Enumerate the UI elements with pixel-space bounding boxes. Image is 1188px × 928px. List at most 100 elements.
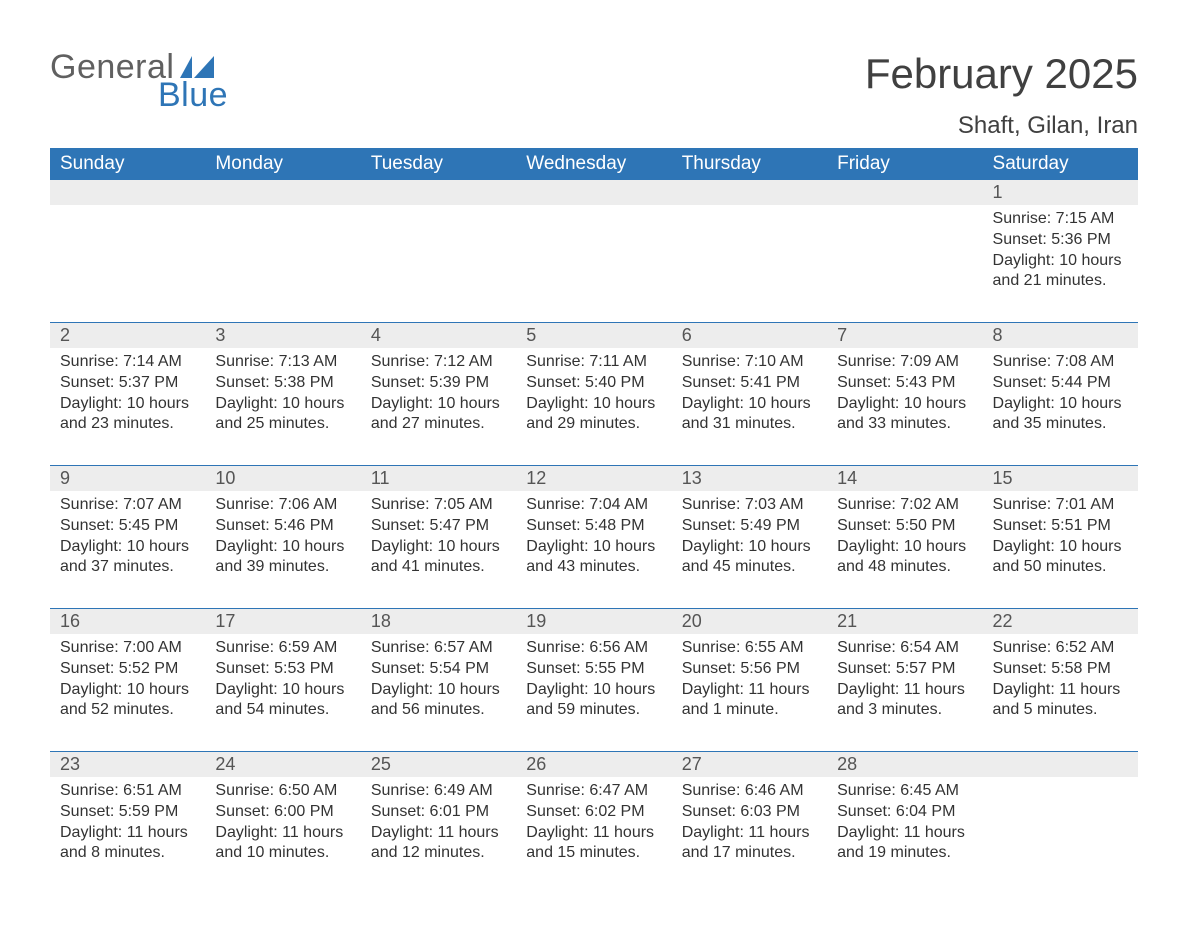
calendar-cell: 28Sunrise: 6:45 AMSunset: 6:04 PMDayligh… bbox=[827, 752, 982, 888]
calendar-cell: 14Sunrise: 7:02 AMSunset: 5:50 PMDayligh… bbox=[827, 466, 982, 602]
day-details: Sunrise: 6:54 AMSunset: 5:57 PMDaylight:… bbox=[827, 634, 982, 725]
calendar-cell: 20Sunrise: 6:55 AMSunset: 5:56 PMDayligh… bbox=[672, 609, 827, 745]
day-number: 1 bbox=[983, 180, 1138, 205]
week-separator bbox=[50, 745, 1138, 752]
day-details: Sunrise: 7:12 AMSunset: 5:39 PMDaylight:… bbox=[361, 348, 516, 439]
sunrise-text: Sunrise: 6:56 AM bbox=[526, 638, 661, 659]
sunrise-text: Sunrise: 6:45 AM bbox=[837, 781, 972, 802]
daylight-text: Daylight: 10 hours and 43 minutes. bbox=[526, 537, 661, 579]
sunrise-text: Sunrise: 7:09 AM bbox=[837, 352, 972, 373]
calendar-cell bbox=[672, 180, 827, 316]
sunrise-text: Sunrise: 6:51 AM bbox=[60, 781, 195, 802]
day-details: Sunrise: 7:09 AMSunset: 5:43 PMDaylight:… bbox=[827, 348, 982, 439]
day-number: 28 bbox=[827, 752, 982, 777]
sunset-text: Sunset: 5:58 PM bbox=[993, 659, 1128, 680]
day-number: 6 bbox=[672, 323, 827, 348]
calendar-cell: 22 Sunrise: 6:52 AMSunset: 5:58 PMDayligh… bbox=[983, 609, 1138, 745]
calendar-cell: 21Sunrise: 6:54 AMSunset: 5:57 PMDayligh… bbox=[827, 609, 982, 745]
sunset-text: Sunset: 5:53 PM bbox=[215, 659, 350, 680]
sunset-text: Sunset: 5:45 PM bbox=[60, 516, 195, 537]
daylight-text: Daylight: 10 hours and 59 minutes. bbox=[526, 680, 661, 722]
sunrise-text: Sunrise: 6:50 AM bbox=[215, 781, 350, 802]
calendar-cell bbox=[50, 180, 205, 316]
daylight-text: Daylight: 10 hours and 41 minutes. bbox=[371, 537, 506, 579]
daylight-text: Daylight: 10 hours and 35 minutes. bbox=[993, 394, 1128, 436]
sunset-text: Sunset: 5:59 PM bbox=[60, 802, 195, 823]
day-number: 12 bbox=[516, 466, 671, 491]
sunrise-text: Sunrise: 7:06 AM bbox=[215, 495, 350, 516]
day-number: 10 bbox=[205, 466, 360, 491]
sunrise-text: Sunrise: 6:52 AM bbox=[993, 638, 1128, 659]
day-header: Thursday bbox=[672, 148, 827, 180]
sunset-text: Sunset: 5:55 PM bbox=[526, 659, 661, 680]
daylight-text: Daylight: 10 hours and 29 minutes. bbox=[526, 394, 661, 436]
calendar-week: 1Sunrise: 7:15 AMSunset: 5:36 PMDaylight… bbox=[50, 180, 1138, 316]
daylight-text: Daylight: 10 hours and 25 minutes. bbox=[215, 394, 350, 436]
sunset-text: Sunset: 6:00 PM bbox=[215, 802, 350, 823]
calendar-cell: 7Sunrise: 7:09 AMSunset: 5:43 PMDaylight… bbox=[827, 323, 982, 459]
day-number: 26 bbox=[516, 752, 671, 777]
day-number bbox=[983, 752, 1138, 777]
calendar-cell bbox=[205, 180, 360, 316]
calendar-table: SundayMondayTuesdayWednesdayThursdayFrid… bbox=[50, 148, 1138, 888]
daylight-text: Daylight: 10 hours and 33 minutes. bbox=[837, 394, 972, 436]
daylight-text: Daylight: 10 hours and 56 minutes. bbox=[371, 680, 506, 722]
daylight-text: Daylight: 10 hours and 39 minutes. bbox=[215, 537, 350, 579]
daylight-text: Daylight: 11 hours and 3 minutes. bbox=[837, 680, 972, 722]
sunrise-text: Sunrise: 7:04 AM bbox=[526, 495, 661, 516]
sunrise-text: Sunrise: 6:54 AM bbox=[837, 638, 972, 659]
sunset-text: Sunset: 5:39 PM bbox=[371, 373, 506, 394]
header: General Blue February 2025 Shaft, Gilan,… bbox=[50, 50, 1138, 140]
calendar-body: 1Sunrise: 7:15 AMSunset: 5:36 PMDaylight… bbox=[50, 180, 1138, 888]
day-number: 13 bbox=[672, 466, 827, 491]
calendar-cell: 3Sunrise: 7:13 AMSunset: 5:38 PMDaylight… bbox=[205, 323, 360, 459]
sunset-text: Sunset: 5:37 PM bbox=[60, 373, 195, 394]
day-number: 22 bbox=[983, 609, 1138, 634]
sunset-text: Sunset: 5:51 PM bbox=[993, 516, 1128, 537]
sunset-text: Sunset: 5:56 PM bbox=[682, 659, 817, 680]
sunset-text: Sunset: 6:04 PM bbox=[837, 802, 972, 823]
day-details: Sunrise: 7:05 AMSunset: 5:47 PMDaylight:… bbox=[361, 491, 516, 582]
calendar-cell bbox=[361, 180, 516, 316]
sunrise-text: Sunrise: 6:47 AM bbox=[526, 781, 661, 802]
day-number: 20 bbox=[672, 609, 827, 634]
sunset-text: Sunset: 5:43 PM bbox=[837, 373, 972, 394]
calendar-week: 9Sunrise: 7:07 AMSunset: 5:45 PMDaylight… bbox=[50, 466, 1138, 602]
daylight-text: Daylight: 10 hours and 21 minutes. bbox=[993, 251, 1128, 293]
sunset-text: Sunset: 5:49 PM bbox=[682, 516, 817, 537]
sunset-text: Sunset: 5:46 PM bbox=[215, 516, 350, 537]
day-details: Sunrise: 6:59 AMSunset: 5:53 PMDaylight:… bbox=[205, 634, 360, 725]
sunrise-text: Sunrise: 7:01 AM bbox=[993, 495, 1128, 516]
daylight-text: Daylight: 11 hours and 1 minute. bbox=[682, 680, 817, 722]
calendar-cell: 25Sunrise: 6:49 AMSunset: 6:01 PMDayligh… bbox=[361, 752, 516, 888]
logo: General Blue bbox=[50, 50, 228, 112]
daylight-text: Daylight: 10 hours and 45 minutes. bbox=[682, 537, 817, 579]
calendar-cell bbox=[516, 180, 671, 316]
day-number: 15 bbox=[983, 466, 1138, 491]
day-number bbox=[827, 180, 982, 205]
day-number: 25 bbox=[361, 752, 516, 777]
day-header-row: SundayMondayTuesdayWednesdayThursdayFrid… bbox=[50, 148, 1138, 180]
calendar-cell: 13Sunrise: 7:03 AMSunset: 5:49 PMDayligh… bbox=[672, 466, 827, 602]
day-details: Sunrise: 6:55 AMSunset: 5:56 PMDaylight:… bbox=[672, 634, 827, 725]
calendar-cell: 23Sunrise: 6:51 AMSunset: 5:59 PMDayligh… bbox=[50, 752, 205, 888]
sunrise-text: Sunrise: 7:05 AM bbox=[371, 495, 506, 516]
sunrise-text: Sunrise: 6:46 AM bbox=[682, 781, 817, 802]
day-header: Friday bbox=[827, 148, 982, 180]
day-details: Sunrise: 7:11 AMSunset: 5:40 PMDaylight:… bbox=[516, 348, 671, 439]
daylight-text: Daylight: 11 hours and 15 minutes. bbox=[526, 823, 661, 865]
day-number: 5 bbox=[516, 323, 671, 348]
title-block: February 2025 Shaft, Gilan, Iran bbox=[865, 50, 1138, 140]
day-number: 2 bbox=[50, 323, 205, 348]
calendar-cell: 5Sunrise: 7:11 AMSunset: 5:40 PMDaylight… bbox=[516, 323, 671, 459]
day-number: 9 bbox=[50, 466, 205, 491]
day-details: Sunrise: 7:07 AMSunset: 5:45 PMDaylight:… bbox=[50, 491, 205, 582]
calendar-cell bbox=[827, 180, 982, 316]
daylight-text: Daylight: 10 hours and 54 minutes. bbox=[215, 680, 350, 722]
calendar-cell: 15Sunrise: 7:01 AMSunset: 5:51 PMDayligh… bbox=[983, 466, 1138, 602]
sunrise-text: Sunrise: 6:59 AM bbox=[215, 638, 350, 659]
daylight-text: Daylight: 11 hours and 5 minutes. bbox=[993, 680, 1128, 722]
day-details: Sunrise: 6:56 AMSunset: 5:55 PMDaylight:… bbox=[516, 634, 671, 725]
day-number: 27 bbox=[672, 752, 827, 777]
calendar-page: General Blue February 2025 Shaft, Gilan,… bbox=[0, 0, 1188, 928]
